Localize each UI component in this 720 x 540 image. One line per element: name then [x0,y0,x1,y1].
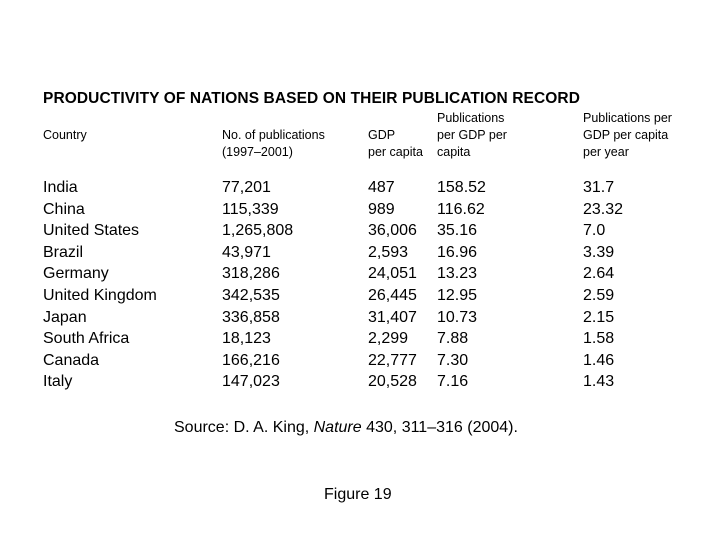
header-publications-label: No. of publications (1997–2001) [222,128,325,159]
table-cell-pub-per-gdp-year: 2.59 [583,286,615,304]
source-citation: Source: D. A. King, Nature 430, 311–316 … [174,419,518,437]
table-cell-country: United States [43,222,140,240]
table-cell-pub-per-gdp-year: 31.7 [583,179,615,196]
table-cell-publications: 166,216 [222,351,280,369]
table-cell-pub-per-gdp: 10.73 [437,308,478,326]
table-cell-publications: 77,201 [222,179,271,196]
column-country: India China United States Brazil Germany Unit… [43,177,157,393]
column-gdp: 487 989 36,006 2,593 24,051 26,445 31,407 2,299… [368,177,417,393]
figure-label: Figure 19 [324,486,392,503]
column-pub-per-gdp: 158.52 116.62 35.16 16.96 13.23 12.95 10.73 7.8… [437,177,486,393]
table-cell-country: Brazil [43,243,84,261]
table-cell-gdp: 487 [368,179,395,196]
table-cell-gdp: 989 [368,200,395,218]
source-prefix: Source: D. A. King, [174,419,314,436]
table-cell-pub-per-gdp-year: 23.32 [583,200,624,218]
table-cell-country: South Africa [43,330,130,348]
table-cell-pub-per-gdp: 7.88 [437,330,469,348]
source-journal: Nature [313,419,362,436]
table-cell-gdp: 2,299 [368,330,409,348]
table-cell-gdp: 2,593 [368,243,409,261]
table-cell-gdp: 26,445 [368,286,417,304]
table-cell-publications: 115,339 [222,200,279,218]
header-pub-per-gdp-year-label: Publications per GDP per capita per year [583,111,672,159]
table-cell-publications: 342,535 [222,286,280,304]
header-publications: No. of publications (1997–2001) [222,110,325,161]
table-cell-country: Germany [43,265,109,283]
header-gdp-label: GDP per capita [368,128,423,159]
table-cell-publications: 43,971 [222,243,271,261]
table-cell-country: Italy [43,373,73,391]
table-cell-publications: 318,286 [222,265,280,283]
source-suffix: 430, 311–316 (2004). [361,419,518,436]
table-cell-publications: 336,858 [222,308,280,326]
table-cell-pub-per-gdp: 7.16 [437,373,469,391]
table-cell-country: Japan [43,308,87,326]
column-publications: 77,201 115,339 1,265,808 43,971 318,286 342,5… [222,177,293,393]
table-cell-publications: 18,123 [222,330,271,348]
table-cell-pub-per-gdp-year: 2.64 [583,265,615,283]
table-cell-gdp: 24,051 [368,265,417,283]
table-cell-pub-per-gdp: 12.95 [437,286,478,304]
table-cell-pub-per-gdp-year: 2.15 [583,308,615,326]
table-cell-gdp: 31,407 [368,308,417,326]
table-cell-pub-per-gdp: 158.52 [437,179,486,196]
table-cell-pub-per-gdp: 35.16 [437,222,478,240]
table-cell-country: India [43,179,78,196]
header-pub-per-gdp: Publications per GDP per capita [437,110,507,161]
table-cell-pub-per-gdp: 16.96 [437,243,478,261]
table-cell-gdp: 22,777 [368,351,417,369]
table-cell-publications: 1,265,808 [222,222,294,240]
column-pub-per-gdp-year: 31.7 23.32 7.0 3.39 2.64 2.59 2.15 1.58 1.46 1.43 [583,177,623,393]
header-gdp: GDP per capita [368,110,423,161]
table-cell-pub-per-gdp-year: 3.39 [583,243,615,261]
table-cell-pub-per-gdp-year: 1.58 [583,330,615,348]
table-cell-pub-per-gdp-year: 1.43 [583,373,615,391]
table-cell-pub-per-gdp: 116.62 [437,200,485,218]
header-country: Country [43,128,87,142]
table-cell-country: United Kingdom [43,286,157,304]
table-cell-pub-per-gdp-year: 7.0 [583,222,606,240]
table-cell-country: Canada [43,351,100,369]
header-pub-per-gdp-label: Publications per GDP per capita [437,111,507,159]
table-cell-gdp: 36,006 [368,222,417,240]
page-title: PRODUCTIVITY OF NATIONS BASED ON THEIR P… [43,90,581,107]
table-cell-country: China [43,200,85,218]
table-cell-pub-per-gdp-year: 1.46 [583,351,615,369]
table-cell-pub-per-gdp: 7.30 [437,351,469,369]
table-cell-pub-per-gdp: 13.23 [437,265,478,283]
table-cell-gdp: 20,528 [368,373,417,391]
table-cell-publications: 147,023 [222,373,280,391]
header-pub-per-gdp-year: Publications per GDP per capita per year [583,110,672,161]
